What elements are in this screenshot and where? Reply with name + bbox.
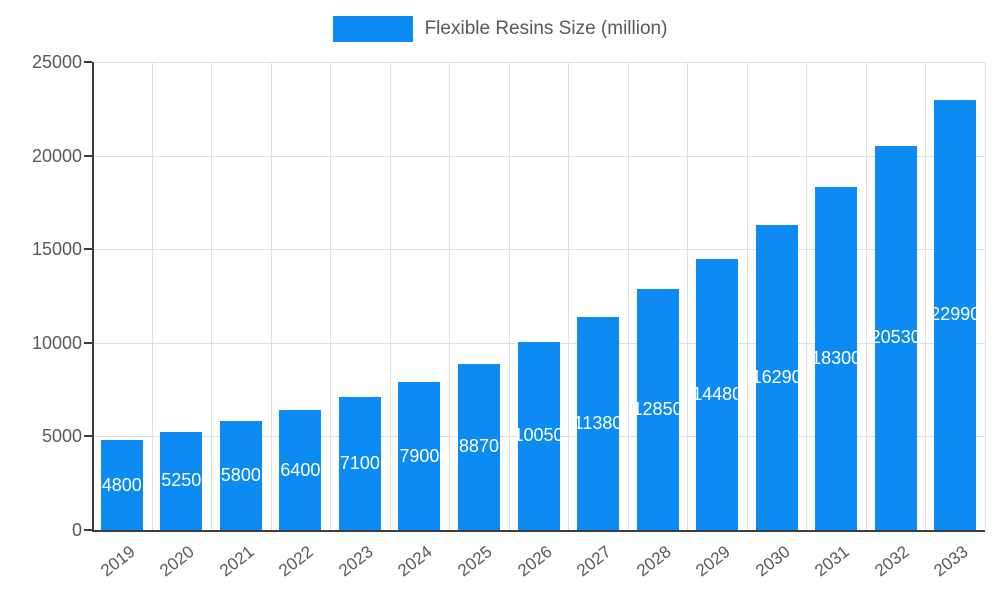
y-axis-tick-mark <box>84 435 92 438</box>
y-axis-tick-label: 20000 <box>31 145 82 166</box>
bar[interactable]: 5800 <box>219 421 262 530</box>
bar-value-label: 5250 <box>161 470 202 491</box>
bar-value-label: 22990 <box>934 304 977 325</box>
y-axis-tick-label: 5000 <box>41 426 82 447</box>
bar-value-label: 8870 <box>458 436 499 457</box>
legend-swatch <box>332 16 413 42</box>
bar-value-label: 10050 <box>517 425 560 446</box>
x-gridline <box>211 62 213 530</box>
x-gridline <box>865 62 867 530</box>
bar[interactable]: 7900 <box>398 382 441 530</box>
bar-value-label: 11380 <box>577 412 620 433</box>
bar-value-label: 16290 <box>755 367 798 388</box>
bar[interactable]: 4800 <box>100 440 143 530</box>
bar-value-label: 6400 <box>280 459 321 480</box>
x-gridline <box>806 62 808 530</box>
y-axis-tick-mark <box>84 529 92 531</box>
bar[interactable]: 11380 <box>577 316 620 530</box>
y-axis-tick-label: 10000 <box>31 332 82 353</box>
y-axis-line <box>92 62 94 530</box>
bar[interactable]: 18300 <box>815 187 858 530</box>
x-gridline <box>508 62 510 530</box>
x-gridline <box>746 62 748 530</box>
y-axis-tick-label: 25000 <box>31 52 82 72</box>
bar[interactable]: 14480 <box>696 258 739 530</box>
bar[interactable]: 16290 <box>755 225 798 530</box>
y-gridline <box>92 155 985 157</box>
legend-item[interactable]: Flexible Resins Size (million) <box>332 16 668 42</box>
bar[interactable]: 6400 <box>279 410 322 530</box>
x-gridline <box>449 62 451 530</box>
bar-value-label: 14480 <box>696 383 739 404</box>
y-axis-tick-label: 15000 <box>31 239 82 260</box>
bar-value-label: 20530 <box>874 327 917 348</box>
x-axis-line <box>92 530 985 532</box>
legend-label: Flexible Resins Size (million) <box>424 18 668 39</box>
bar-value-label: 5800 <box>220 465 261 486</box>
x-gridline <box>330 62 332 530</box>
chart-legend: Flexible Resins Size (million) <box>0 16 1000 42</box>
bar[interactable]: 5250 <box>160 431 203 530</box>
bar-value-label: 4800 <box>101 474 142 495</box>
bar-value-label: 7100 <box>339 453 380 474</box>
x-gridline <box>925 62 927 530</box>
y-gridline <box>92 249 985 251</box>
bar[interactable]: 12850 <box>636 289 679 530</box>
plot-area: 4800 5250 5800 6400 7100 7900 8870 10050 11380 12… <box>92 62 986 530</box>
x-gridline <box>568 62 570 530</box>
x-gridline <box>151 62 153 530</box>
x-gridline <box>627 62 629 530</box>
y-axis-tick-mark <box>84 341 92 344</box>
y-axis-tick-mark <box>84 248 92 251</box>
y-axis-tick-mark <box>84 61 92 63</box>
y-axis-tick-mark <box>84 154 92 157</box>
bar[interactable]: 8870 <box>457 363 500 530</box>
x-gridline <box>389 62 391 530</box>
bar[interactable]: 7100 <box>338 397 381 530</box>
x-gridline <box>985 62 986 530</box>
bar[interactable]: 10050 <box>517 341 560 530</box>
bar-value-label: 12850 <box>636 399 679 420</box>
x-gridline <box>270 62 272 530</box>
bar[interactable]: 20530 <box>874 145 917 530</box>
bar[interactable]: 22990 <box>934 99 977 530</box>
bar-value-label: 7900 <box>399 445 440 466</box>
bar-value-label: 18300 <box>815 348 858 369</box>
y-gridline <box>92 62 985 63</box>
x-gridline <box>687 62 689 530</box>
y-axis-tick-label: 0 <box>71 520 82 540</box>
